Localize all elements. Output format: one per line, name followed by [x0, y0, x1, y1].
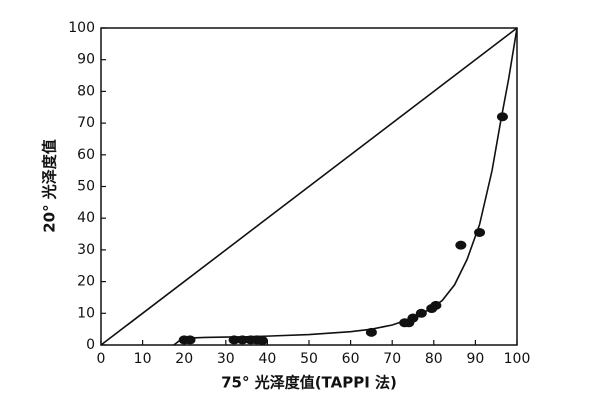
x-tick-label: 100: [504, 351, 531, 367]
x-tick-label: 90: [466, 351, 484, 367]
x-tick-label: 20: [175, 351, 193, 367]
x-tick-label: 40: [258, 351, 276, 367]
line: [173, 27, 518, 346]
x-tick-label: 30: [217, 351, 235, 367]
y-tick-label: 80: [77, 83, 95, 99]
y-axis-label: 20° 光泽度值: [41, 139, 59, 233]
point: [184, 335, 196, 345]
y-tick-label: 30: [77, 242, 95, 258]
y-tick-label: 100: [68, 20, 95, 36]
y-tick-label: 10: [77, 305, 95, 321]
point: [496, 112, 508, 122]
point: [455, 240, 467, 250]
x-tick-label: 70: [383, 351, 401, 367]
y-tick-label: 50: [77, 179, 95, 195]
y-tick-label: 70: [77, 115, 95, 131]
x-tick-label: 60: [342, 351, 360, 367]
x-tick-label: 80: [425, 351, 443, 367]
x-tick-label: 10: [134, 351, 152, 367]
x-axis-label: 75° 光泽度值(TAPPI 法): [221, 374, 397, 392]
y-tick-label: 40: [77, 210, 95, 226]
y-tick-label: 60: [77, 147, 95, 163]
x-tick-label: 0: [97, 351, 106, 367]
y-tick-label: 90: [77, 52, 95, 68]
point: [236, 335, 248, 345]
y-tick-label: 20: [77, 274, 95, 290]
line: [100, 27, 518, 346]
point: [256, 336, 268, 346]
y-tick-label: 0: [86, 337, 95, 353]
x-tick-label: 50: [300, 351, 318, 367]
